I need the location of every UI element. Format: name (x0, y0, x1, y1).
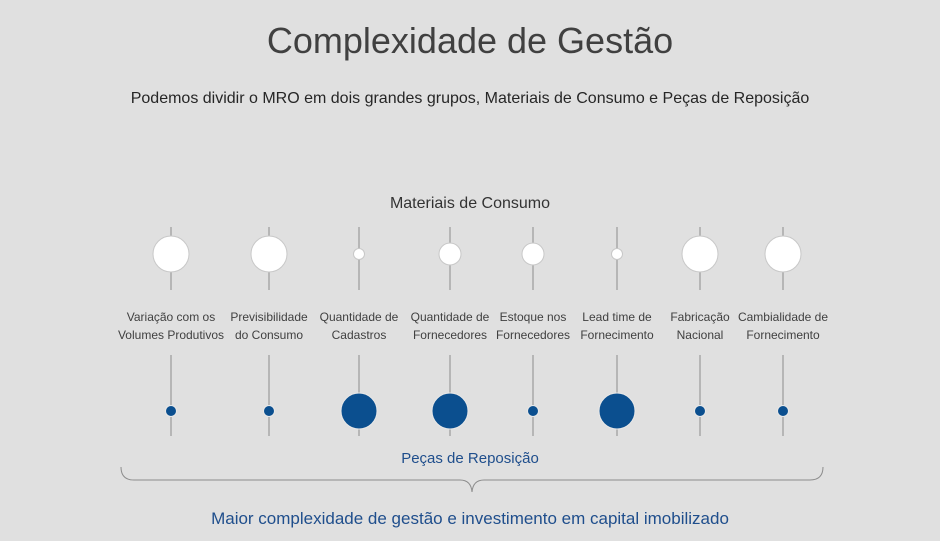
criterion-label: Lead time de Fornecimento (557, 308, 677, 344)
criterion-label-line1: Estoque nos (499, 310, 567, 324)
reposicao-level-circle (777, 405, 789, 417)
criterion-label: Fabricação Nacional (640, 308, 760, 344)
reposicao-level-circle (431, 392, 469, 430)
consumo-level-circle (521, 242, 545, 266)
consumo-level-circle (353, 248, 365, 260)
grouping-brace (120, 466, 824, 493)
criterion-label-line1: Previsibilidade (230, 310, 308, 324)
criterion-label-line1: Quantidade de (410, 310, 490, 324)
criterion-label: Quantidade de Fornecedores (390, 308, 510, 344)
criterion-label: Cambialidade de Fornecimento (723, 308, 843, 344)
consumo-level-circle (250, 235, 288, 273)
criterion-label-line2: Nacional (676, 328, 724, 342)
consumo-level-circle (438, 242, 462, 266)
page-title: Complexidade de Gestão (266, 20, 674, 61)
consumo-group-label: Materiais de Consumo (389, 195, 551, 212)
consumo-level-circle (764, 235, 802, 273)
reposicao-level-circle (340, 392, 378, 430)
criterion-label: Variação com os Volumes Produtivos (111, 308, 231, 344)
criterion-label: Previsibilidade do Consumo (209, 308, 329, 344)
consumo-level-circle (681, 235, 719, 273)
criterion-label-line1: Lead time de (582, 310, 652, 324)
criterion-label-line1: Cambialidade de (737, 310, 829, 324)
criterion-label-line2: Fornecimento (746, 328, 820, 342)
criterion-label-line2: Fornecimento (580, 328, 654, 342)
consumo-level-circle (152, 235, 190, 273)
criterion-label-line1: Variação com os (126, 310, 216, 324)
reposicao-level-circle (527, 405, 539, 417)
criterion-label-line2: Fornecedores (412, 328, 488, 342)
conclusion-text: Maior complexidade de gestão e investime… (211, 509, 729, 528)
reposicao-level-circle (263, 405, 275, 417)
reposicao-group-label: Peças de Reposição (401, 450, 539, 467)
criterion-label-line1: Fabricação (670, 310, 730, 324)
criterion-label-line2: Fornecedores (495, 328, 571, 342)
reposicao-level-circle (165, 405, 177, 417)
criterion-label-line2: Cadastros (331, 328, 387, 342)
criterion-label-line2: Volumes Produtivos (117, 328, 225, 342)
consumo-level-circle (611, 248, 623, 260)
criterion-label: Estoque nos Fornecedores (473, 308, 593, 344)
criterion-label-line2: do Consumo (234, 328, 304, 342)
subtitle: Podemos dividir o MRO em dois grandes gr… (130, 90, 810, 107)
criterion-label: Quantidade de Cadastros (299, 308, 419, 344)
reposicao-level-circle (694, 405, 706, 417)
criterion-label-line1: Quantidade de (319, 310, 399, 324)
reposicao-level-circle (598, 392, 636, 430)
